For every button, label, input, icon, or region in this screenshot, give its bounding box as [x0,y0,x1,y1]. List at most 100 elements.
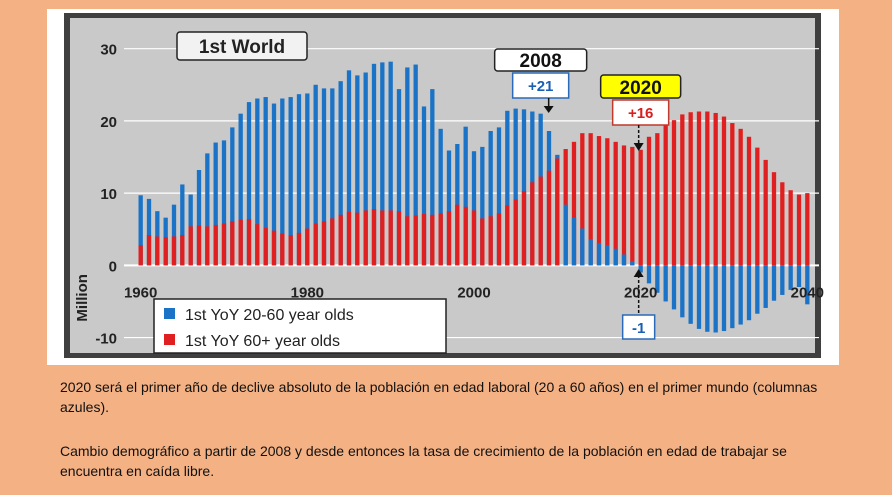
bar-working-age [238,113,243,266]
bar-elderly [463,206,468,266]
bar-elderly [713,112,718,266]
bar-working-age [713,265,718,333]
bar-working-age [796,265,802,287]
bar-working-age [196,170,202,266]
bar-working-age [138,195,143,266]
bar-elderly [421,214,427,266]
bar-elderly [805,193,810,266]
bar-elderly [721,116,727,266]
bar-working-age [505,110,510,266]
annotation-minus1-arrowhead [633,269,644,277]
x-tick-label: 2040 [791,284,824,301]
bar-elderly [205,226,210,266]
bar-elderly [188,226,193,266]
x-tick-label: 2020 [624,284,657,301]
bar-working-age [488,131,493,266]
bar-elderly [338,214,343,266]
bar-working-age [371,63,377,266]
bar-working-age [480,146,485,266]
bar-working-age [621,254,627,266]
bar-working-age [430,89,435,266]
bar-elderly [555,158,560,266]
bar-elderly [788,190,793,266]
bar-working-age [780,265,785,295]
bar-working-age [771,265,777,301]
bar-elderly [480,218,485,266]
bar-elderly [171,236,177,266]
bar-elderly [413,215,418,266]
bar-elderly [238,219,243,266]
bar-working-age [805,265,810,305]
bar-elderly [346,211,352,266]
bar-working-age [321,88,327,266]
bar-working-age [355,75,360,266]
y-tick-label: 30 [100,42,117,59]
bar-working-age [605,245,610,266]
bar-working-age [388,61,393,266]
bar-working-age [396,89,402,266]
bar-working-age [680,265,685,318]
bar-elderly [213,224,218,266]
bar-working-age [263,97,268,266]
bar-elderly [296,232,302,266]
bar-elderly [763,159,768,266]
caption-first-decline: 2020 será el primer año de declive absol… [60,379,818,415]
legend-box [153,298,447,354]
bar-elderly [746,136,752,266]
bar-elderly [288,235,293,266]
bar-elderly [455,204,460,266]
bar-elderly [630,146,635,266]
chart-title: 1st World [199,37,285,58]
bar-working-age [630,261,635,266]
bar-elderly [580,133,585,266]
bar-elderly [771,172,777,266]
bar-working-age [571,217,577,266]
bar-working-age [496,127,502,266]
y-tick-label: -10 [95,331,117,348]
bar-elderly [363,210,368,266]
bar-working-age [330,88,335,266]
bar-elderly [621,145,627,266]
bar-elderly [221,223,227,266]
bar-working-age [363,72,368,266]
annotation-minus1-box [621,314,656,340]
bar-working-age [180,184,185,266]
bar-elderly [738,128,743,266]
bar-working-age [521,109,527,266]
legend-label-working-age: 1st YoY 20-60 year olds [185,307,354,324]
y-tick-label: 20 [100,114,117,131]
bar-elderly [280,233,285,266]
bar-elderly [355,212,360,266]
bar-elderly [313,223,318,266]
bar-elderly [605,138,610,266]
bar-elderly [671,120,677,266]
bar-working-age [221,140,227,266]
bar-elderly [596,136,602,266]
bar-working-age [446,150,452,266]
bar-working-age [471,151,477,266]
bar-working-age [721,265,727,332]
bar-working-age [205,153,210,266]
bar-working-age [413,64,418,266]
bar-elderly [571,141,577,266]
annotation-2008-year-box [493,48,588,72]
bar-elderly [155,236,160,266]
bar-working-age [146,198,152,266]
bar-working-age [346,70,352,266]
bar-working-age [788,265,793,290]
bar-elderly [163,237,168,266]
bar-elderly [471,210,477,266]
y-axis-label: Million [74,274,91,322]
bar-elderly [521,190,527,266]
annotation-2020-value-box [611,99,670,126]
y-tick-label: 0 [109,258,117,275]
bar-elderly [255,224,260,266]
bar-elderly [646,136,652,266]
bar-working-age [596,242,602,266]
y-tick-label: 10 [100,186,117,203]
bar-working-age [271,103,277,266]
bar-elderly [321,221,327,266]
annotation-2020-year-box [599,74,682,99]
bar-working-age [171,204,177,266]
bar-elderly [488,216,493,266]
